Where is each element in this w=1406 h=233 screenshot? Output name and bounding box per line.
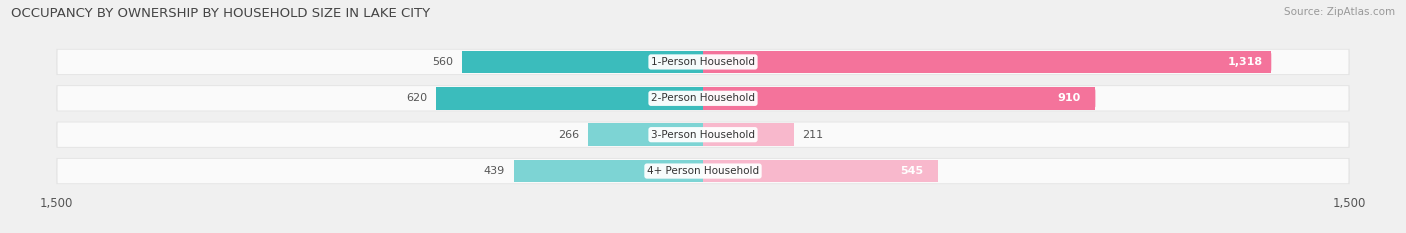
Bar: [703, 87, 1095, 110]
FancyBboxPatch shape: [1219, 53, 1271, 71]
FancyBboxPatch shape: [1043, 89, 1095, 107]
Text: 4+ Person Household: 4+ Person Household: [647, 166, 759, 176]
Bar: [513, 160, 703, 182]
Text: 3-Person Household: 3-Person Household: [651, 130, 755, 140]
Text: 1-Person Household: 1-Person Household: [651, 57, 755, 67]
FancyBboxPatch shape: [56, 158, 1350, 184]
Bar: [703, 160, 938, 182]
Text: 439: 439: [484, 166, 505, 176]
FancyBboxPatch shape: [56, 85, 1350, 111]
Bar: [703, 123, 794, 146]
FancyBboxPatch shape: [886, 162, 938, 180]
Text: 211: 211: [803, 130, 824, 140]
Bar: [436, 87, 703, 110]
Text: 545: 545: [901, 166, 924, 176]
FancyBboxPatch shape: [58, 159, 1348, 183]
Bar: [703, 51, 1271, 73]
FancyBboxPatch shape: [58, 123, 1348, 147]
Bar: [461, 51, 703, 73]
FancyBboxPatch shape: [56, 49, 1350, 75]
Text: OCCUPANCY BY OWNERSHIP BY HOUSEHOLD SIZE IN LAKE CITY: OCCUPANCY BY OWNERSHIP BY HOUSEHOLD SIZE…: [11, 7, 430, 20]
Text: 2-Person Household: 2-Person Household: [651, 93, 755, 103]
Text: 560: 560: [432, 57, 453, 67]
FancyBboxPatch shape: [56, 122, 1350, 148]
Bar: [588, 123, 703, 146]
Text: 910: 910: [1057, 93, 1081, 103]
Text: 266: 266: [558, 130, 579, 140]
FancyBboxPatch shape: [58, 50, 1348, 74]
Text: 1,318: 1,318: [1227, 57, 1263, 67]
Text: Source: ZipAtlas.com: Source: ZipAtlas.com: [1284, 7, 1395, 17]
FancyBboxPatch shape: [58, 86, 1348, 110]
Text: 620: 620: [406, 93, 427, 103]
